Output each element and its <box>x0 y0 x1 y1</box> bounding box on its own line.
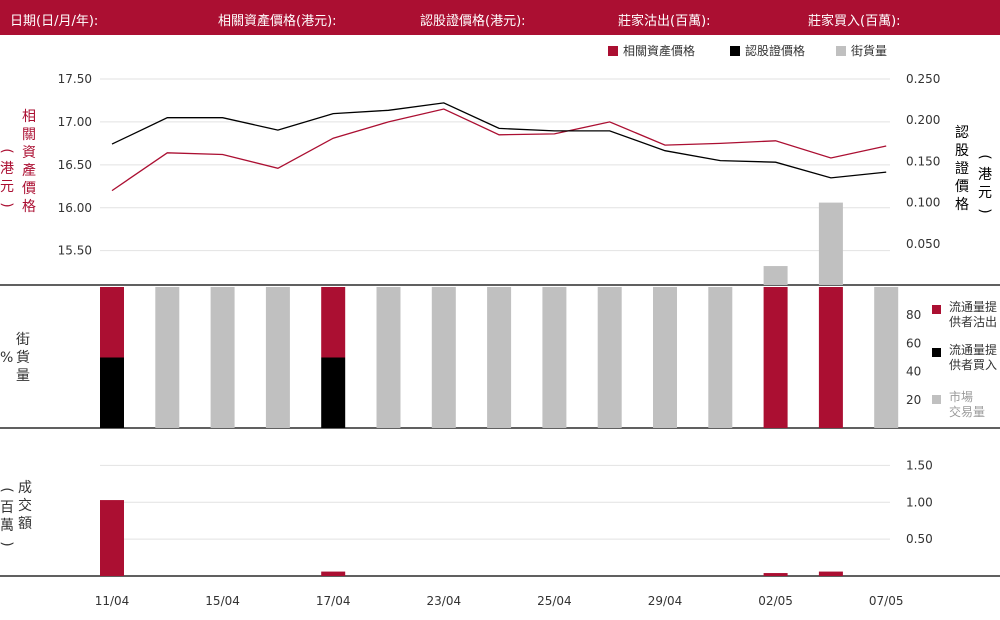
volume-legend-label: 流通量提 <box>949 299 997 314</box>
market-volume-bar <box>265 287 290 428</box>
x-tick-label: 15/04 <box>205 594 240 608</box>
outstanding-axis-unit: % <box>0 349 13 367</box>
mm-buy-bar <box>321 357 346 428</box>
market-volume-bar <box>376 287 401 428</box>
market-volume-bar <box>155 287 180 428</box>
turnover-bar <box>763 573 788 576</box>
market-volume-bar <box>210 287 235 428</box>
legend-swatch <box>608 46 618 56</box>
volume-legend-swatch <box>932 395 941 404</box>
left-tick-label: 17.50 <box>58 72 92 86</box>
x-tick-label: 25/04 <box>537 594 572 608</box>
underlying-axis-title-text: 相關資產價格 <box>22 109 36 215</box>
mm-sell-bar <box>818 287 843 428</box>
warrant-axis-title: 認股證價格 <box>955 124 969 214</box>
legend-swatch <box>730 46 740 56</box>
left-tick-label: 17.00 <box>58 115 92 129</box>
volume-legend-label: 供者沽出 <box>949 315 997 329</box>
right-tick-label: 0.250 <box>906 72 940 86</box>
underlying-axis-title: 相關資產價格 <box>22 108 36 216</box>
right-tick-label: 0.050 <box>906 237 940 251</box>
turnover-tick-label: 1.00 <box>906 495 933 509</box>
x-tick-label: 29/04 <box>648 594 683 608</box>
x-tick-label: 17/04 <box>316 594 351 608</box>
outstanding-bar <box>763 266 788 285</box>
market-volume-bar <box>431 287 456 428</box>
left-tick-label: 15.50 <box>58 244 92 258</box>
volume-legend-label: 市場 <box>949 389 973 404</box>
volume-legend-label: 交易量 <box>949 404 985 419</box>
turnover-tick-label: 0.50 <box>906 532 933 546</box>
right-tick-label: 0.200 <box>906 113 940 127</box>
volume-tick-label: 60 <box>906 336 921 350</box>
x-tick-label: 11/04 <box>95 594 130 608</box>
mm-sell-bar <box>763 287 788 428</box>
warrant-chart: 相關資產價格 認股證價格 街貨量15.5016.0016.5017.0017.500… <box>0 43 1000 608</box>
warrant-axis-title-text: 認股證價格 <box>955 125 969 213</box>
turnover-axis-title-text: 成交額 <box>18 480 32 532</box>
volume-legend-swatch <box>932 305 941 314</box>
turnover-axis-unit: (百萬) <box>0 481 15 553</box>
date-label: 日期(日/月/年): <box>10 14 99 29</box>
legend-label: 街貨量 <box>851 43 887 58</box>
x-tick-label: 07/05 <box>869 594 904 608</box>
market-volume-bar <box>874 287 899 428</box>
x-tick-label: 02/05 <box>758 594 793 608</box>
header-bar: 日期(日/月/年): 相關資產價格(港元): 認股證價格(港元): 莊家沽出(百… <box>0 0 1000 35</box>
warrant-price-field: 認股證價格(港元): <box>420 10 529 29</box>
mm-sell-bar <box>100 287 124 358</box>
warrant-axis-unit-text: (港元) <box>977 154 993 214</box>
turnover-bar <box>818 571 843 576</box>
volume-legend-swatch <box>932 348 941 357</box>
x-tick-label: 23/04 <box>427 594 462 608</box>
legend-label: 認股證價格 <box>745 43 805 58</box>
turnover-axis-unit-text: (百萬) <box>0 487 15 547</box>
underlying-price-line <box>111 108 887 192</box>
warrant-price-line <box>111 102 887 179</box>
underlying-axis-unit: (港元) <box>0 142 15 214</box>
market-maker-buy-field: 莊家買入(百萬): <box>808 10 904 29</box>
market-volume-bar <box>597 287 622 428</box>
volume-tick-label: 40 <box>906 365 921 379</box>
warrant-price-label: 認股證價格(港元): <box>420 14 526 29</box>
market-maker-sell-field: 莊家沽出(百萬): <box>618 10 714 29</box>
warrant-axis-unit: (港元) <box>977 148 993 220</box>
market-volume-bar <box>653 287 677 428</box>
legend-swatch <box>836 46 846 56</box>
underlying-axis-unit-text: (港元) <box>0 148 15 208</box>
market-maker-sell-label: 莊家沽出(百萬): <box>618 14 711 29</box>
volume-legend-label: 流通量提 <box>949 342 997 357</box>
volume-legend-label: 供者買入 <box>949 358 997 372</box>
turnover-bar <box>100 500 124 576</box>
turnover-bar <box>321 571 346 576</box>
mm-buy-bar <box>100 357 124 428</box>
date-field: 日期(日/月/年): <box>10 10 101 29</box>
turnover-axis-title: 成交額 <box>18 479 32 533</box>
market-volume-bar <box>708 287 733 428</box>
mm-sell-bar <box>321 287 346 358</box>
volume-tick-label: 80 <box>906 308 921 322</box>
underlying-price-label: 相關資產價格(港元): <box>218 14 337 29</box>
left-tick-label: 16.50 <box>58 158 92 172</box>
market-maker-buy-label: 莊家買入(百萬): <box>808 14 901 29</box>
outstanding-axis-title: 街貨量 <box>16 331 30 385</box>
outstanding-axis-unit-text: % <box>0 350 14 366</box>
turnover-tick-label: 1.50 <box>906 458 933 472</box>
volume-tick-label: 20 <box>906 393 921 407</box>
market-volume-bar <box>487 287 512 428</box>
market-volume-bar <box>542 287 567 428</box>
underlying-price-field: 相關資產價格(港元): <box>218 10 340 29</box>
outstanding-bar <box>818 202 843 285</box>
legend-label: 相關資產價格 <box>623 43 695 58</box>
left-tick-label: 16.00 <box>58 201 92 215</box>
right-tick-label: 0.100 <box>906 196 940 210</box>
right-tick-label: 0.150 <box>906 154 940 168</box>
outstanding-axis-title-text: 街貨量 <box>16 332 30 384</box>
